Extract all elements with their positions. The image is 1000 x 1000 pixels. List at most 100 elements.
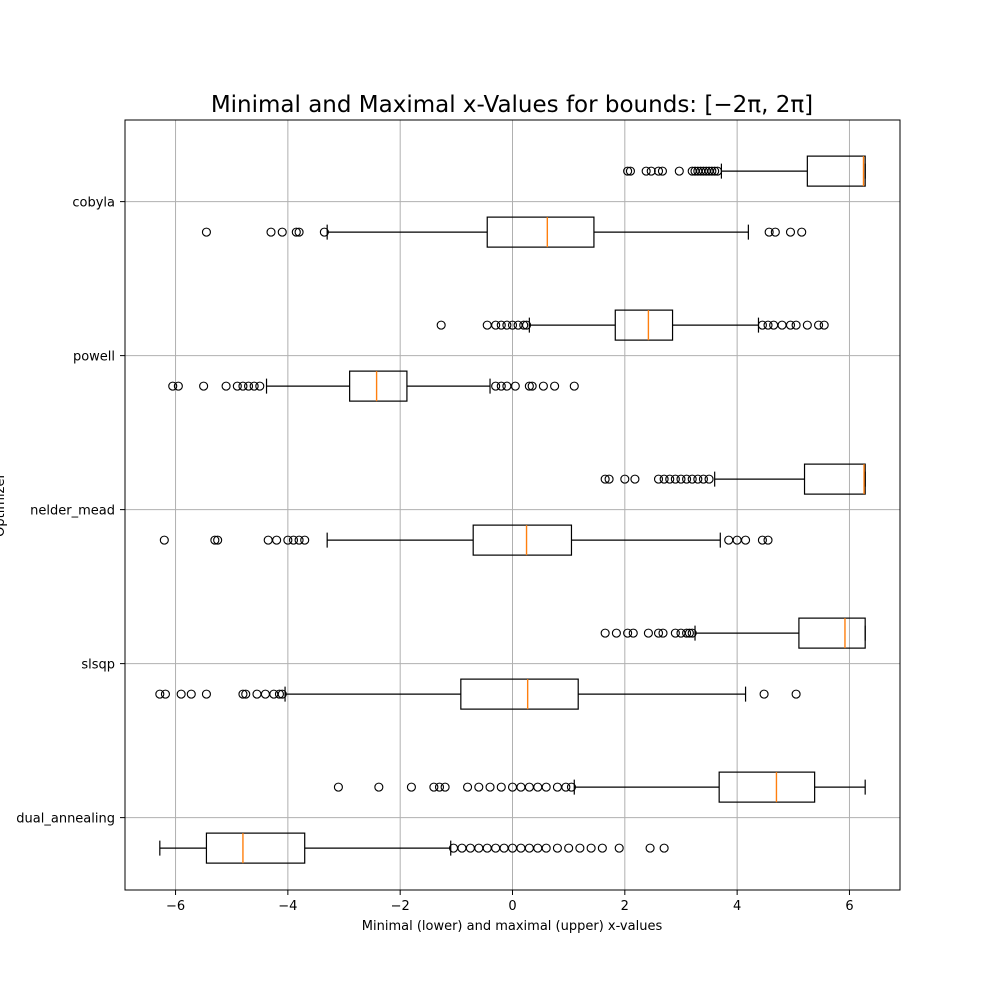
- outlier-point: [566, 782, 577, 792]
- x-tick-label: −6: [166, 899, 185, 914]
- x-tick-label: 0: [508, 899, 516, 914]
- outlier-point: [429, 782, 439, 792]
- y-tick-label: powell: [73, 350, 115, 365]
- outlier-point: [785, 320, 796, 330]
- outlier-point: [625, 166, 635, 176]
- outlier-point: [406, 782, 416, 792]
- outlier-point: [510, 381, 520, 391]
- x-tick-label: 4: [733, 899, 741, 914]
- outlier-point: [524, 782, 534, 792]
- outlier-point: [201, 689, 211, 699]
- outlier-point: [814, 320, 824, 330]
- outlier-point: [524, 381, 534, 391]
- outlier-point: [659, 474, 669, 484]
- outlier-point: [653, 474, 664, 484]
- outlier-point: [474, 782, 484, 792]
- outlier-point: [260, 689, 270, 699]
- x-tick-label: 2: [621, 899, 629, 914]
- outlier-point: [670, 628, 680, 638]
- outlier-point: [684, 628, 694, 638]
- outlier-point: [263, 535, 273, 545]
- box-iqr: [614, 309, 674, 341]
- outlier-point: [491, 843, 501, 853]
- box-slsqp-upper: [600, 617, 866, 649]
- outlier-point: [687, 474, 697, 484]
- outlier-point: [538, 381, 548, 391]
- outlier-point: [241, 689, 251, 699]
- outlier-point: [482, 843, 492, 853]
- outlier-point: [645, 843, 655, 853]
- outlier-point: [682, 628, 692, 638]
- outlier-point: [319, 227, 329, 237]
- outlier-point: [777, 320, 787, 330]
- outlier-point: [244, 381, 254, 391]
- outlier-point: [698, 474, 708, 484]
- outlier-point: [294, 535, 304, 545]
- x-tick-label: 6: [845, 899, 853, 914]
- outlier-point: [541, 782, 551, 792]
- outlier-point: [623, 166, 633, 176]
- outlier-point: [550, 381, 560, 391]
- box-cobyla-lower: [201, 216, 807, 248]
- outlier-point: [600, 474, 610, 484]
- box-slsqp-lower: [155, 678, 801, 710]
- outlier-point: [653, 166, 664, 176]
- outlier-point: [552, 843, 562, 853]
- outlier-point: [272, 535, 282, 545]
- outlier-point: [569, 381, 579, 391]
- outlier-point: [770, 227, 780, 237]
- outlier-point: [496, 782, 506, 792]
- outlier-point: [238, 381, 248, 391]
- outlier-point: [759, 689, 769, 699]
- outlier-point: [294, 227, 304, 237]
- outlier-point: [533, 782, 543, 792]
- outlier-point: [232, 381, 242, 391]
- outlier-point: [502, 320, 512, 330]
- outlier-point: [797, 227, 807, 237]
- outlier-point: [600, 628, 610, 638]
- outlier-point: [457, 843, 467, 853]
- outlier-point: [687, 628, 697, 638]
- outlier-point: [491, 381, 501, 391]
- outlier-point: [561, 782, 571, 792]
- box-powell-lower: [168, 370, 579, 402]
- outlier-point: [374, 782, 384, 792]
- outlier-point: [785, 227, 796, 237]
- outlier-point: [763, 535, 773, 545]
- box-iqr: [718, 771, 816, 803]
- outlier-point: [757, 535, 767, 545]
- outlier-point: [620, 474, 630, 484]
- outlier-point: [173, 381, 183, 391]
- outlier-point: [769, 320, 779, 330]
- outlier-point: [676, 474, 686, 484]
- outlier-point: [186, 689, 196, 699]
- outlier-point: [791, 689, 801, 699]
- outlier-point: [657, 166, 667, 176]
- outlier-point: [516, 843, 526, 853]
- outlier-point: [533, 843, 543, 853]
- outlier-point: [160, 689, 170, 699]
- outlier-point: [791, 320, 801, 330]
- y-tick-label: nelder_mead: [30, 504, 115, 519]
- outlier-point: [168, 381, 178, 391]
- outlier-point: [155, 689, 165, 699]
- outlier-point: [499, 843, 509, 853]
- box-iqr: [460, 678, 579, 710]
- outlier-point: [491, 320, 501, 330]
- outlier-point: [764, 227, 774, 237]
- outlier-point: [502, 381, 512, 391]
- chart-title: Minimal and Maximal x-Values for bounds:…: [211, 92, 813, 118]
- x-axis-ticks: −6 −4 −2 0 2 4 6: [166, 890, 854, 914]
- box-iqr: [205, 832, 306, 864]
- grid-lines: [125, 120, 900, 890]
- outlier-point: [653, 628, 664, 638]
- outlier-point: [277, 689, 287, 699]
- outlier-point: [552, 782, 562, 792]
- outlier-point: [274, 689, 284, 699]
- outlier-point: [519, 320, 529, 330]
- outlier-point: [440, 782, 450, 792]
- outlier-point: [802, 320, 812, 330]
- outlier-point: [658, 628, 668, 638]
- outlier-point: [176, 689, 186, 699]
